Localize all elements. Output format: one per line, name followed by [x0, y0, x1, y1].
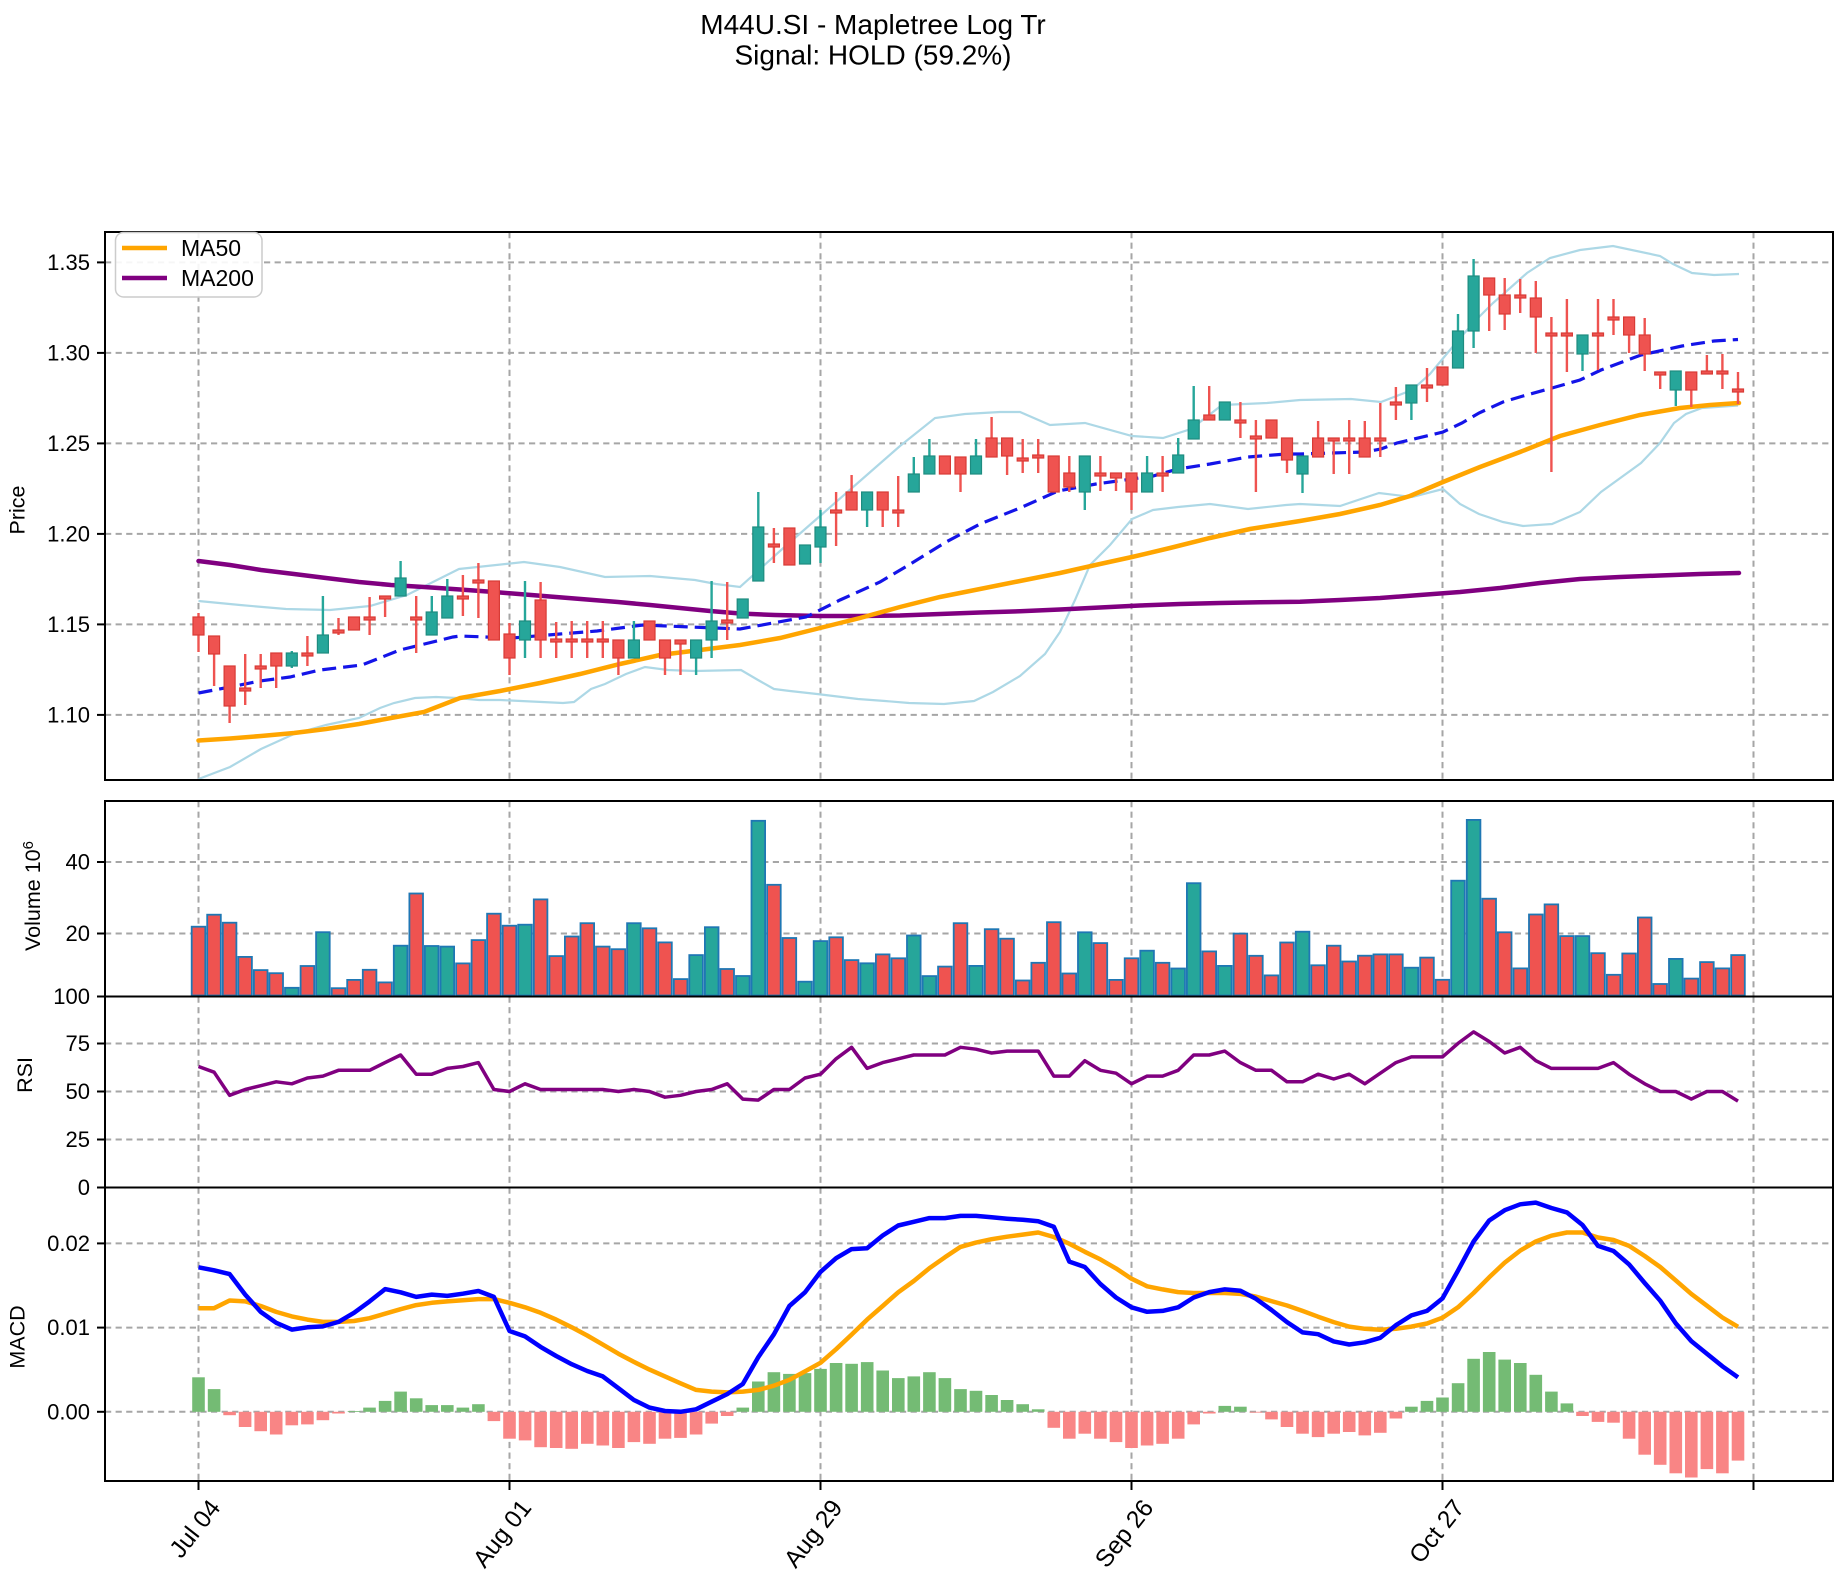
svg-text:0.01: 0.01: [47, 1315, 90, 1340]
svg-text:75: 75: [66, 1031, 90, 1056]
svg-text:1.35: 1.35: [47, 250, 90, 275]
svg-text:Signal: HOLD (59.2%): Signal: HOLD (59.2%): [734, 40, 1011, 71]
svg-text:MA200: MA200: [181, 265, 254, 291]
svg-text:0.02: 0.02: [47, 1231, 90, 1256]
svg-text:Volume 106: Volume 106: [20, 841, 45, 951]
svg-text:M44U.SI - Mapletree Log Tr: M44U.SI - Mapletree Log Tr: [700, 9, 1045, 40]
svg-text:25: 25: [66, 1127, 90, 1152]
svg-text:50: 50: [66, 1079, 90, 1104]
svg-text:100: 100: [53, 984, 90, 1009]
svg-text:MA50: MA50: [181, 235, 241, 261]
svg-text:1.25: 1.25: [47, 431, 90, 456]
svg-text:1.20: 1.20: [47, 521, 90, 546]
svg-text:RSI: RSI: [13, 1057, 37, 1093]
svg-text:1.10: 1.10: [47, 702, 90, 727]
svg-text:0.00: 0.00: [47, 1399, 90, 1424]
svg-text:0: 0: [78, 1175, 90, 1200]
svg-text:Price: Price: [6, 486, 30, 535]
svg-text:MACD: MACD: [6, 1305, 30, 1368]
svg-text:1.30: 1.30: [47, 340, 90, 365]
svg-text:40: 40: [66, 850, 90, 875]
svg-text:1.15: 1.15: [47, 612, 90, 637]
svg-text:20: 20: [66, 921, 90, 946]
